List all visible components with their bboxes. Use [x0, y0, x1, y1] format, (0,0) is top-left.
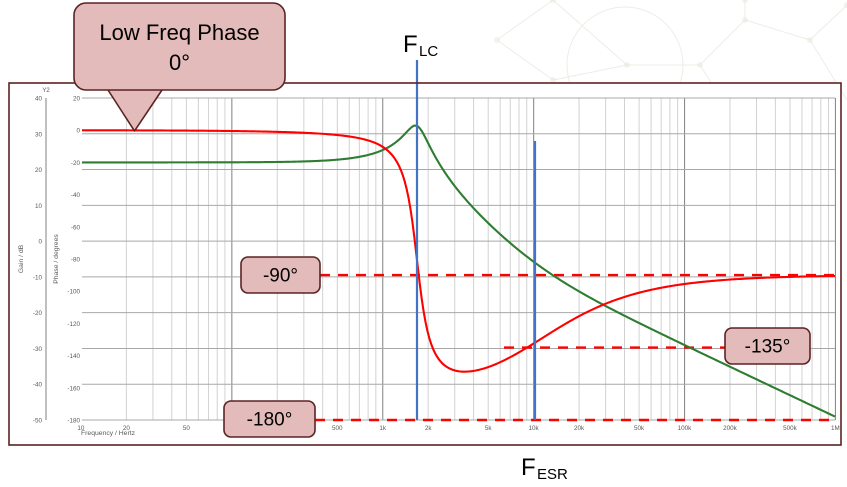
- svg-text:-135°: -135°: [745, 337, 791, 358]
- svg-text:1k: 1k: [379, 425, 387, 432]
- svg-text:F: F: [521, 454, 536, 481]
- svg-text:Gain / dB: Gain / dB: [18, 244, 25, 273]
- svg-text:0: 0: [76, 128, 80, 135]
- svg-text:10k: 10k: [529, 425, 540, 432]
- svg-text:0°: 0°: [169, 50, 190, 75]
- svg-text:-120: -120: [67, 321, 80, 328]
- svg-text:-80: -80: [71, 257, 81, 264]
- svg-text:-160: -160: [67, 385, 80, 392]
- svg-text:Y2: Y2: [42, 88, 50, 94]
- svg-text:50k: 50k: [634, 425, 645, 432]
- svg-text:Frequency / Hertz: Frequency / Hertz: [81, 430, 136, 437]
- svg-text:-90°: -90°: [263, 266, 298, 287]
- svg-text:200k: 200k: [723, 425, 738, 432]
- svg-text:-20: -20: [71, 160, 81, 167]
- svg-text:-40: -40: [33, 382, 43, 389]
- svg-text:100k: 100k: [678, 425, 693, 432]
- svg-text:20: 20: [35, 167, 43, 174]
- svg-text:20: 20: [73, 96, 81, 103]
- svg-text:-100: -100: [67, 289, 80, 296]
- svg-text:-30: -30: [33, 346, 43, 353]
- svg-text:ESR: ESR: [537, 466, 568, 483]
- svg-text:50: 50: [183, 425, 191, 432]
- svg-text:-10: -10: [33, 274, 43, 281]
- svg-text:20k: 20k: [574, 425, 585, 432]
- svg-text:40: 40: [35, 96, 43, 103]
- svg-text:-50: -50: [33, 418, 43, 425]
- svg-text:-20: -20: [33, 310, 43, 317]
- svg-text:5k: 5k: [485, 425, 493, 432]
- svg-text:-140: -140: [67, 353, 80, 360]
- svg-text:500: 500: [332, 425, 343, 432]
- svg-text:2k: 2k: [425, 425, 433, 432]
- svg-text:LC: LC: [419, 43, 438, 60]
- svg-text:30: 30: [35, 131, 43, 138]
- svg-text:0: 0: [38, 239, 42, 246]
- svg-text:1M: 1M: [831, 425, 840, 432]
- svg-text:-180°: -180°: [247, 410, 293, 431]
- svg-text:-60: -60: [71, 224, 81, 231]
- svg-text:-40: -40: [71, 192, 81, 199]
- svg-text:Phase / degrees: Phase / degrees: [53, 234, 60, 284]
- svg-text:Low Freq Phase: Low Freq Phase: [99, 20, 259, 45]
- svg-text:-180: -180: [67, 418, 80, 425]
- svg-text:10: 10: [35, 203, 43, 210]
- svg-text:F: F: [403, 31, 418, 58]
- svg-text:500k: 500k: [783, 425, 798, 432]
